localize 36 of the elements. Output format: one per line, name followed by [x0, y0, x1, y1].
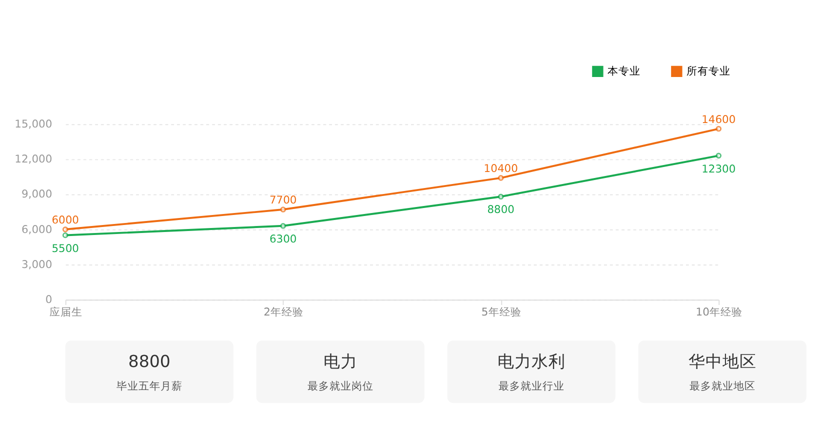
point — [716, 152, 722, 159]
point — [62, 232, 68, 238]
y-tick-label: 9,000 — [21, 188, 52, 201]
y-tick-label: 0 — [45, 293, 52, 306]
y-tick-label: 12,000 — [14, 152, 52, 166]
data-label: 8800 — [487, 203, 515, 216]
text: 最多就业地区 — [689, 379, 756, 392]
text: 毕业五年月薪 — [116, 379, 182, 392]
point — [280, 206, 286, 212]
text: 最多就业行业 — [498, 379, 564, 392]
x-tick-label: 应届生 — [49, 306, 82, 319]
point — [62, 226, 68, 232]
data-label: 12300 — [702, 162, 736, 176]
text: 电力 — [323, 352, 358, 371]
x-tick-label: 2年经验 — [264, 306, 304, 319]
y-tick-label: 15,000 — [14, 118, 52, 131]
legend-label: 所有专业 — [686, 64, 730, 78]
point — [498, 175, 504, 181]
data-label: 6300 — [269, 232, 297, 246]
text: 最多就业岗位 — [307, 379, 374, 392]
data-label: 14600 — [702, 112, 736, 126]
data-label: 5500 — [52, 242, 80, 255]
data-label: 10400 — [484, 162, 518, 176]
point — [716, 126, 722, 132]
x-tick-label: 10年经验 — [696, 306, 742, 319]
point — [280, 222, 286, 229]
data-label: 7700 — [269, 194, 297, 207]
y-tick-label: 3,000 — [21, 258, 52, 271]
legend-label: 本专业 — [607, 64, 640, 78]
text: 8800 — [128, 352, 170, 371]
data-label: 6000 — [52, 214, 80, 227]
text: 华中地区 — [688, 352, 756, 371]
x-tick-label: 5年经验 — [481, 306, 522, 319]
point — [498, 194, 504, 200]
y-tick-label: 6,000 — [21, 222, 52, 236]
text: 电力水利 — [497, 352, 566, 371]
